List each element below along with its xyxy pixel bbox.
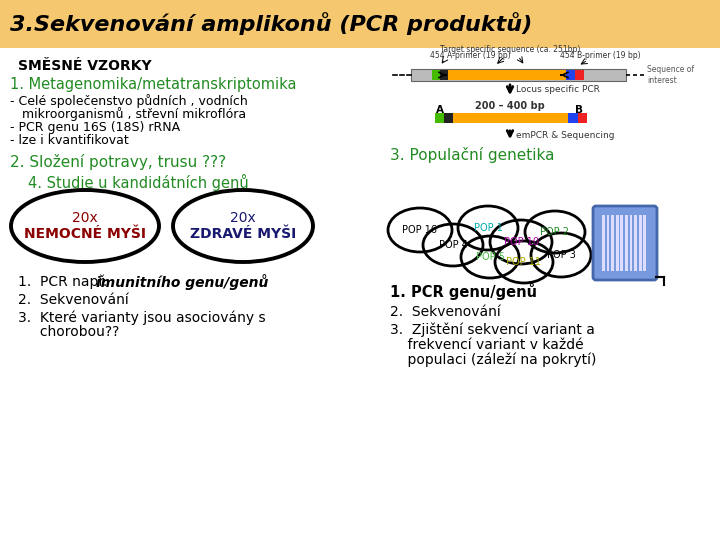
Text: 1. PCR genu/genů: 1. PCR genu/genů (390, 284, 537, 300)
Text: populaci (záleží na pokrytí): populaci (záleží na pokrytí) (390, 353, 596, 367)
FancyBboxPatch shape (593, 206, 657, 280)
FancyBboxPatch shape (602, 215, 605, 271)
FancyBboxPatch shape (644, 215, 646, 271)
Text: - PCR genu 16S (18S) rRNA: - PCR genu 16S (18S) rRNA (10, 122, 180, 134)
Text: 454 B-primer (19 bp): 454 B-primer (19 bp) (560, 51, 641, 60)
FancyBboxPatch shape (453, 113, 568, 123)
Text: A: A (436, 105, 444, 115)
Text: POP 1: POP 1 (474, 223, 503, 233)
Text: POP 2: POP 2 (541, 227, 570, 237)
Text: 4. Studie u kandidátních genů: 4. Studie u kandidátních genů (28, 173, 248, 191)
Text: frekvencí variant v každé: frekvencí variant v každé (390, 338, 584, 352)
Text: 3.  Zjištění sekvencí variant a: 3. Zjištění sekvencí variant a (390, 323, 595, 338)
FancyBboxPatch shape (616, 215, 618, 271)
FancyBboxPatch shape (578, 113, 587, 123)
FancyBboxPatch shape (611, 215, 614, 271)
Text: 454 A-primer (19 bp): 454 A-primer (19 bp) (430, 51, 510, 60)
Text: 20x: 20x (230, 211, 256, 225)
Text: 1. Metagenomika/metatranskriptomika: 1. Metagenomika/metatranskriptomika (10, 77, 297, 91)
FancyBboxPatch shape (411, 69, 626, 81)
FancyBboxPatch shape (435, 70, 575, 80)
Text: 3. Populační genetika: 3. Populační genetika (390, 147, 554, 163)
FancyBboxPatch shape (625, 215, 628, 271)
Text: POP 3: POP 3 (546, 250, 575, 260)
Text: SMĚSNÉ VZORKY: SMĚSNÉ VZORKY (18, 59, 152, 73)
Text: Locus specific PCR: Locus specific PCR (516, 85, 600, 94)
Text: 1.  PCR např.: 1. PCR např. (18, 275, 112, 289)
Text: POP 10: POP 10 (503, 237, 539, 247)
Text: 3.  Které varianty jsou asociovány s: 3. Které varianty jsou asociovány s (18, 310, 266, 325)
Text: Target specific sequence (ca. 251bp): Target specific sequence (ca. 251bp) (440, 45, 580, 55)
Text: NEMOCNÉ MYŠI: NEMOCNÉ MYŠI (24, 227, 146, 241)
Text: ZDRAVÉ MYŠI: ZDRAVÉ MYŠI (190, 227, 296, 241)
Text: POP 4: POP 4 (438, 240, 467, 250)
Text: POP 16: POP 16 (402, 225, 438, 235)
FancyBboxPatch shape (639, 215, 642, 271)
Text: - lze i kvantifikovat: - lze i kvantifikovat (10, 134, 129, 147)
Text: chorobou??: chorobou?? (18, 325, 120, 339)
Text: 2. Složení potravy, trusu ???: 2. Složení potravy, trusu ??? (10, 154, 226, 170)
FancyBboxPatch shape (440, 70, 448, 80)
Text: Sequence of
interest: Sequence of interest (647, 65, 694, 85)
FancyBboxPatch shape (621, 215, 623, 271)
Text: B: B (575, 105, 583, 115)
Text: mikroorganismů , střevní mikroflóra: mikroorganismů , střevní mikroflóra (10, 107, 246, 121)
Text: emPCR & Sequencing: emPCR & Sequencing (516, 131, 614, 139)
FancyBboxPatch shape (432, 70, 440, 80)
Text: - Celé společenstvo půdních , vodních: - Celé společenstvo půdních , vodních (10, 94, 248, 108)
FancyBboxPatch shape (575, 70, 584, 80)
FancyBboxPatch shape (566, 70, 575, 80)
FancyBboxPatch shape (606, 215, 609, 271)
Text: POP 11: POP 11 (506, 257, 541, 267)
FancyBboxPatch shape (0, 0, 720, 48)
Text: imunitního genu/genů: imunitního genu/genů (96, 274, 268, 290)
FancyBboxPatch shape (629, 215, 632, 271)
Text: 20x: 20x (72, 211, 98, 225)
Text: 2.  Sekvenování: 2. Sekvenování (18, 293, 129, 307)
FancyBboxPatch shape (435, 113, 444, 123)
Text: 200 – 400 bp: 200 – 400 bp (475, 101, 545, 111)
FancyBboxPatch shape (568, 113, 578, 123)
FancyBboxPatch shape (634, 215, 637, 271)
Text: 2.  Sekvenování: 2. Sekvenování (390, 305, 500, 319)
Text: POP 5: POP 5 (475, 252, 505, 262)
FancyBboxPatch shape (444, 113, 453, 123)
Text: 3.Sekvenování amplikonů (PCR produktů): 3.Sekvenování amplikonů (PCR produktů) (10, 12, 532, 36)
